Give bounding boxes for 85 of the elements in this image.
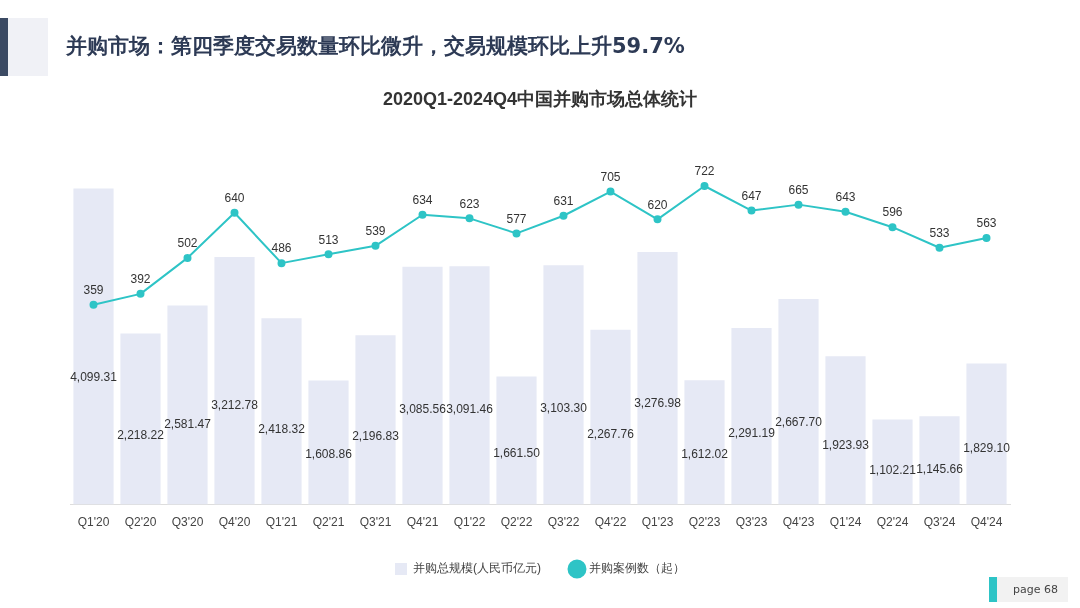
text: page 68 xyxy=(989,577,1068,602)
x-tick-label: Q2'21 xyxy=(312,515,345,530)
data-label: 513 xyxy=(318,232,339,247)
data-label: 2,267.76 xyxy=(587,426,635,441)
legend-label: 并购案例数（起） xyxy=(589,561,685,576)
point xyxy=(89,300,98,309)
x-tick-label: Q1'24 xyxy=(829,515,862,530)
point xyxy=(277,259,286,268)
data-label: 3,276.98 xyxy=(634,395,682,410)
x-tick-label: Q4'22 xyxy=(594,515,627,530)
x-tick-label: Q4'21 xyxy=(406,515,439,530)
x-tick-label: Q3'24 xyxy=(923,515,956,530)
data-label: 359 xyxy=(83,282,104,297)
point xyxy=(136,289,145,298)
data-label: 563 xyxy=(976,216,997,231)
point xyxy=(888,223,897,232)
data-label: 620 xyxy=(647,197,668,212)
data-label: 502 xyxy=(177,236,198,251)
data-label: 634 xyxy=(412,193,433,208)
chart-subtitle: 2020Q1-2024Q4中国并购市场总体统计 xyxy=(382,88,698,109)
data-label: 1,612.02 xyxy=(681,447,729,462)
x-tick-label: Q4'23 xyxy=(782,515,815,530)
point xyxy=(982,233,991,242)
x-tick-label: Q2'23 xyxy=(688,515,721,530)
data-label: 722 xyxy=(694,164,715,179)
x-tick-label: Q3'22 xyxy=(547,515,580,530)
data-label: 647 xyxy=(741,188,762,203)
data-label: 1,102.21 xyxy=(869,462,917,477)
legend-label: 并购总规模(人民币亿元) xyxy=(413,561,541,576)
point xyxy=(606,187,615,196)
data-label: 705 xyxy=(600,169,621,184)
point xyxy=(465,214,474,223)
data-label: 2,418.32 xyxy=(258,422,306,437)
point xyxy=(841,207,850,216)
x-tick-label: Q2'20 xyxy=(124,515,157,530)
data-label: 1,608.86 xyxy=(305,447,353,462)
data-label: 392 xyxy=(130,272,151,287)
point xyxy=(371,241,380,250)
x-tick-label: Q3'20 xyxy=(171,515,204,530)
data-label: 3,212.78 xyxy=(211,397,259,412)
data-label: 1,145.66 xyxy=(916,461,964,476)
point xyxy=(230,208,239,217)
data-label: 3,091.46 xyxy=(446,401,494,416)
data-label: 539 xyxy=(365,224,386,239)
point xyxy=(512,229,521,238)
x-tick-label: Q2'22 xyxy=(500,515,533,530)
x-tick-label: Q3'21 xyxy=(359,515,392,530)
data-label: 665 xyxy=(788,182,809,197)
point xyxy=(183,253,192,262)
data-label: 623 xyxy=(459,196,480,211)
point xyxy=(794,200,803,209)
data-label: 643 xyxy=(835,190,856,205)
data-label: 2,196.83 xyxy=(352,429,400,444)
data-label: 2,667.70 xyxy=(775,414,823,429)
data-label: 2,581.47 xyxy=(164,417,212,432)
point xyxy=(935,243,944,252)
data-label: 1,829.10 xyxy=(963,440,1011,455)
point xyxy=(418,210,427,219)
point xyxy=(324,250,333,259)
point xyxy=(559,211,568,220)
data-label: 533 xyxy=(929,226,950,241)
x-tick-label: Q1'22 xyxy=(453,515,486,530)
x-tick-label: Q1'20 xyxy=(77,515,110,530)
data-label: 2,291.19 xyxy=(728,426,776,441)
chart-title: 并购市场：第四季度交易数量环比微升，交易规模环比上升59.7% xyxy=(66,33,685,60)
point xyxy=(700,182,709,190)
data-label: 1,661.50 xyxy=(493,445,541,460)
x-tick-label: Q1'21 xyxy=(265,515,298,530)
x-tick-label: Q1'23 xyxy=(641,515,674,530)
data-label: 4,099.31 xyxy=(70,370,118,385)
x-tick-label: Q4'20 xyxy=(218,515,251,530)
data-label: 631 xyxy=(553,194,574,209)
data-label: 3,103.30 xyxy=(540,401,588,416)
data-label: 3,085.56 xyxy=(399,401,447,416)
x-tick-label: Q2'24 xyxy=(876,515,909,530)
data-label: 1,923.93 xyxy=(822,437,870,452)
point xyxy=(747,206,756,215)
data-label: 486 xyxy=(271,241,292,256)
point xyxy=(653,215,662,224)
x-tick-label: Q3'23 xyxy=(735,515,768,530)
data-label: 577 xyxy=(506,211,527,226)
x-tick-label: Q4'24 xyxy=(970,515,1003,530)
data-label: 640 xyxy=(224,191,245,206)
data-label: 596 xyxy=(882,205,903,220)
data-label: 2,218.22 xyxy=(117,428,165,443)
